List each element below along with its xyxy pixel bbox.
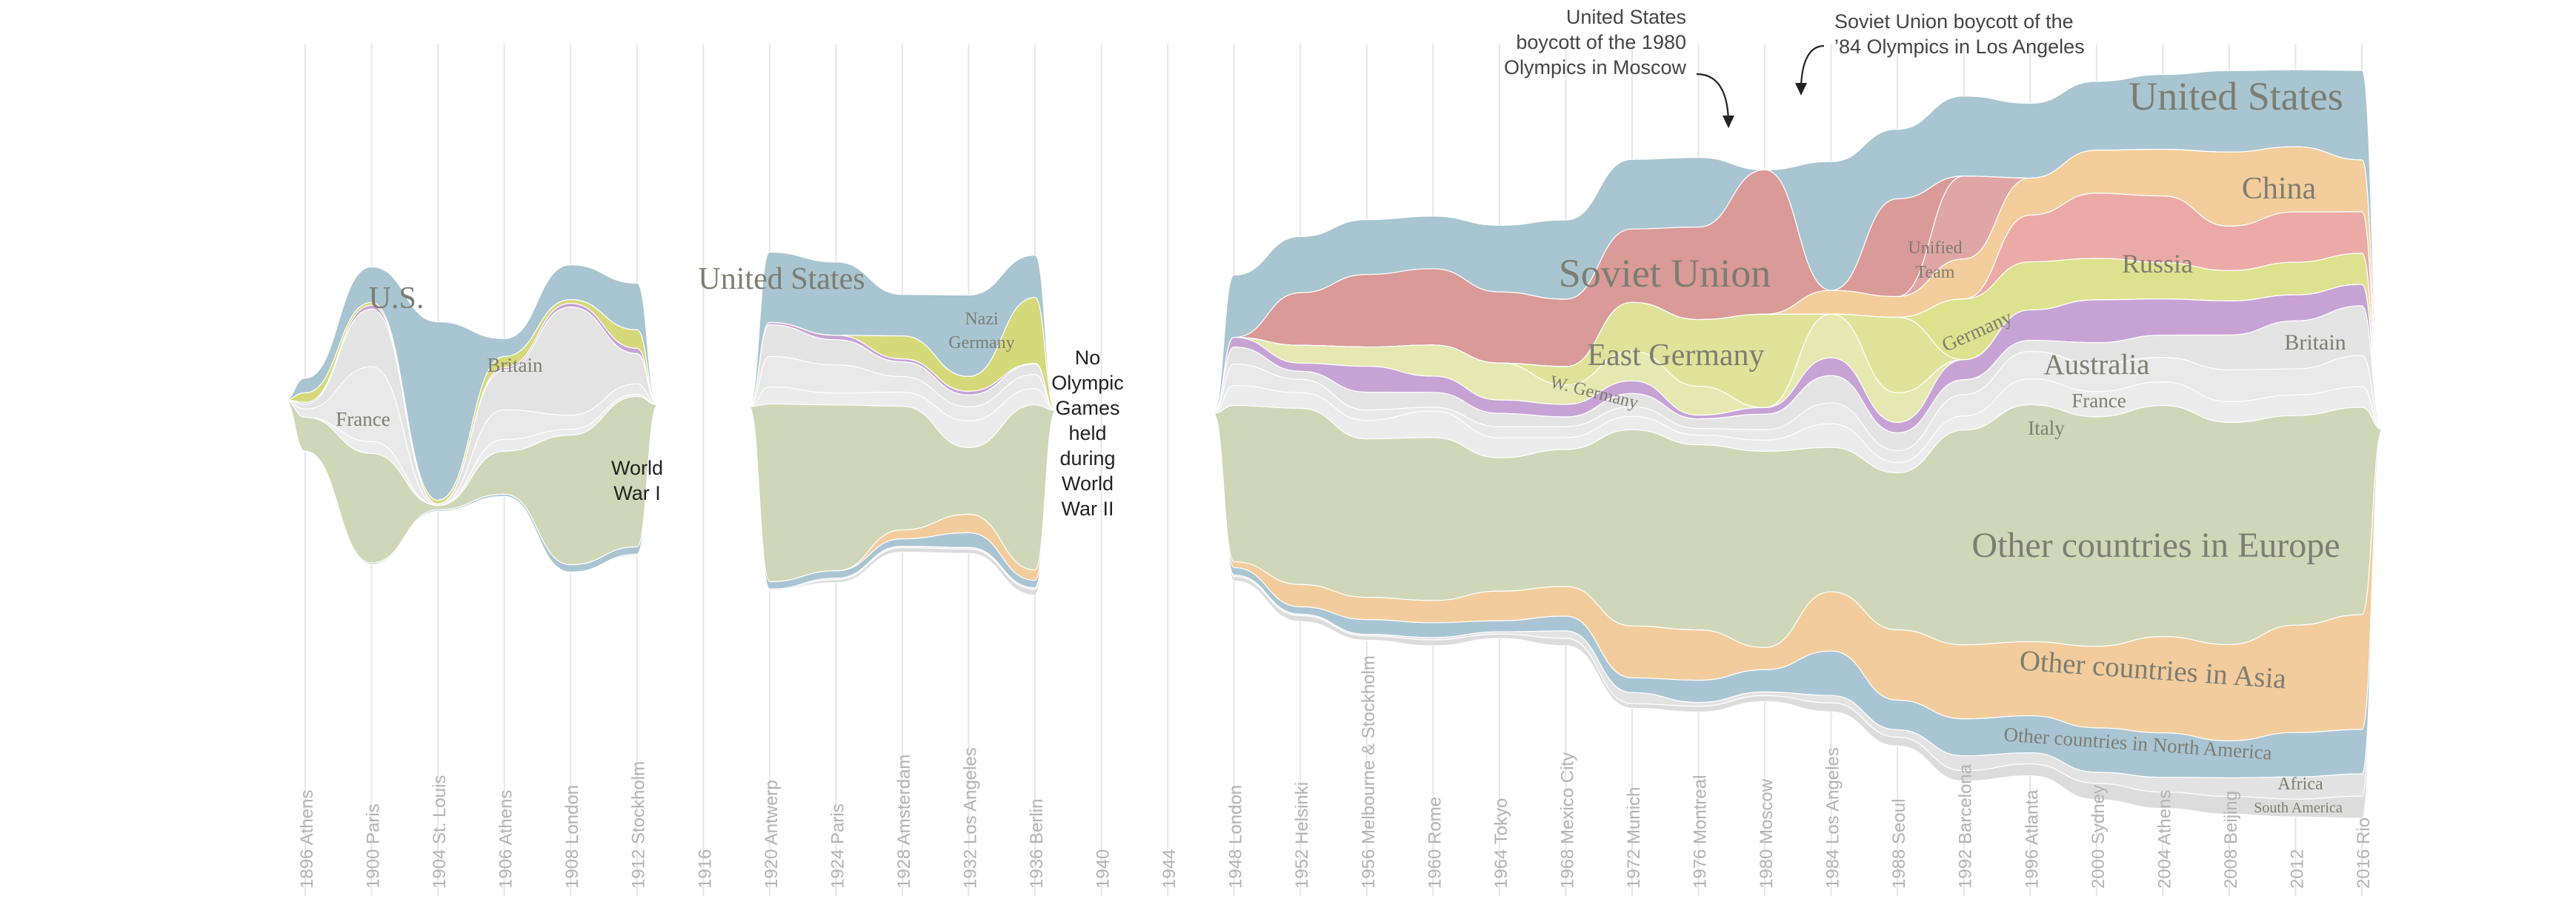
label-soviet-union: Soviet Union [1559,251,1771,295]
tick-label: 1972 Munich [1624,787,1644,889]
tick-label: 1912 Stockholm [629,761,649,889]
label-russia: Russia [2122,249,2193,278]
tick-label: 1928 Amsterdam [894,755,914,889]
label-australia: Australia [2044,349,2150,381]
tick-label: 1900 Paris [364,803,384,889]
annotation-1980-arrowhead [1723,116,1734,128]
tick-label: 1952 Helsinki [1292,782,1312,889]
label-united-states: United States [2129,74,2343,118]
label-nazi-germany-2: Germany [948,333,1014,352]
tick-label: 1996 Atlanta [2022,789,2042,889]
label-china: China [2242,172,2317,206]
label-britain-early: Britain [487,354,543,376]
tick-label: 2012 [2287,849,2307,889]
annotation-1984-arrowhead [1795,83,1807,96]
label-unified-team-1: Unified [1908,238,1962,258]
tick-label: 1920 Antwerp [762,780,782,889]
label-other-europe: Other countries in Europe [1971,526,2340,565]
tick-label: 1956 Melbourne & Stockholm [1359,655,1379,889]
annotation-1980-line-2: boycott of the 1980 [1516,31,1686,53]
ww2-line-5: during [1059,447,1115,469]
label-south-america: South America [2254,800,2343,816]
label-france: France [2071,390,2126,412]
tick-label: 1992 Barcelona [1956,763,1976,889]
tick-label: 1906 Athens [496,790,516,889]
annotation-1980-line-3: Olympics in Moscow [1504,56,1687,78]
ww2-gap-label: No Olympic Games held during World War I… [1051,347,1124,520]
stream-southamerica-seg2 [748,406,1056,596]
ww1-line-2: War I [613,482,661,504]
label-africa: Africa [2277,775,2323,794]
label-nazi-germany-1: Nazi [965,310,999,329]
tick-label: 1916 [695,849,715,889]
tick-label: 1984 Los Angeles [1823,747,1843,889]
tick-label: 2004 Athens [2154,790,2174,889]
tick-label: 1964 Tokyo [1491,798,1511,889]
tick-label: 1904 St. Louis [430,775,450,889]
ww2-line-7: War II [1062,498,1114,520]
tick-label: 1976 Montreal [1691,775,1711,889]
ww1-gap-label: World War I [611,457,663,504]
ww2-line-6: World [1062,472,1114,495]
tick-label: 1980 Moscow [1757,778,1777,889]
tick-label: 1968 Mexico City [1557,752,1577,889]
streams [284,69,2383,819]
tick-label: 1944 [1159,849,1179,889]
annotation-1980-boycott: United States boycott of the 1980 Olympi… [1504,6,1734,128]
annotation-1984-boycott: Soviet Union boycott of the ’84 Olympics… [1795,10,2085,96]
ww2-line-3: Games [1055,397,1119,419]
annotation-1984-line-2: ’84 Olympics in Los Angeles [1834,36,2085,58]
label-france-early: France [336,408,390,430]
tick-label: 1940 [1094,849,1114,889]
label-east-germany: East Germany [1587,338,1764,372]
label-italy: Italy [2028,417,2065,439]
label-britain: Britain [2284,330,2346,355]
tick-label: 1908 London [562,785,582,889]
ww1-line-1: World [611,457,663,479]
tick-label: 1932 Los Angeles [960,747,980,889]
tick-label: 2016 Rio [2354,818,2374,889]
tick-label: 1924 Paris [828,803,848,889]
tick-label: 1936 Berlin [1027,799,1047,889]
ww2-line-1: No [1075,347,1101,369]
stream-southamerica-seg3 [1213,412,2383,819]
tick-label: 1896 Athens [297,790,317,889]
label-us-early: U.S. [369,281,425,315]
annotation-1984-line-1: Soviet Union boycott of the [1834,10,2074,33]
tick-label: 1960 Rome [1425,797,1445,889]
label-us-interwar: United States [698,262,865,296]
year-tick-labels: 1896 Athens 1900 Paris 1904 St. Louis 1906 … [297,655,2374,889]
ww2-line-4: held [1068,422,1106,444]
label-unified-team-2: Team [1916,263,1955,282]
annotation-1980-line-1: United States [1566,6,1686,28]
ww2-line-2: Olympic [1051,372,1124,394]
tick-label: 1948 London [1226,785,1246,889]
tick-label: 2000 Sydney [2089,785,2109,889]
tick-label: 1988 Seoul [1889,799,1909,889]
tick-label: 2008 Beijing [2221,791,2241,889]
